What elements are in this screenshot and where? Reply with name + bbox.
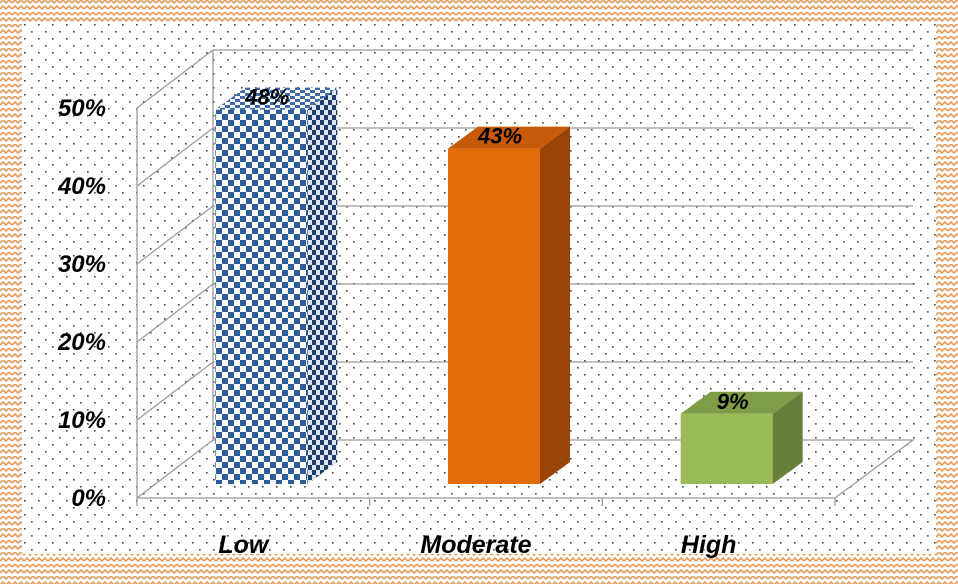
x-tick-label: High	[681, 531, 737, 559]
bars	[215, 87, 803, 484]
bar-top	[215, 87, 338, 110]
bar-high	[680, 391, 803, 484]
y-tick-label: 40%	[57, 173, 106, 200]
bar-side	[307, 87, 338, 484]
y-tick-labels: 0% 10% 20% 30% 40% 50%	[57, 95, 106, 512]
bar-top	[680, 391, 803, 414]
axes	[136, 50, 836, 506]
data-label: 9%	[717, 389, 749, 414]
y-tick-label: 10%	[58, 407, 106, 434]
x-tick-label: Low	[218, 531, 270, 559]
data-label: 48%	[244, 85, 289, 110]
x-tick-labels: Low Moderate High	[218, 531, 736, 559]
y-tick-label: 20%	[57, 329, 106, 356]
bar-moderate	[448, 126, 570, 484]
y-tick-label: 0%	[71, 485, 106, 512]
y-tick-label: 50%	[58, 95, 106, 122]
bar-low	[215, 87, 338, 484]
bar-front	[215, 109, 308, 484]
data-labels: 48% 43% 9%	[244, 85, 748, 414]
bar-top	[448, 126, 570, 149]
bar-side	[772, 391, 803, 484]
y-tick-label: 30%	[58, 251, 106, 278]
x-tick-label: Moderate	[420, 531, 531, 559]
data-label: 43%	[477, 124, 522, 149]
bar-front	[448, 148, 540, 484]
bar-front	[680, 413, 773, 484]
bar-side	[540, 126, 570, 484]
